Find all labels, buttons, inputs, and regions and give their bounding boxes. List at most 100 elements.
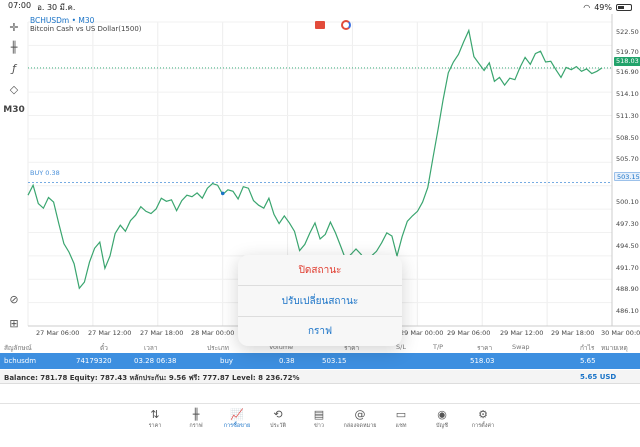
flag-icon[interactable] [315, 21, 325, 29]
col-type: ประเภท [207, 344, 229, 352]
price-tick-label: 522.50 [616, 28, 639, 36]
col-price: ราคา [344, 344, 360, 352]
col-sl: S/L [396, 343, 406, 351]
col-current-price: ราคา [477, 344, 493, 352]
status-time: 07:00 [8, 0, 32, 10]
tab-label: การซื้อขาย [223, 423, 251, 429]
price-tick-label: 514.10 [616, 90, 639, 98]
battery-percent: 49% [594, 2, 612, 12]
battery-icon [616, 3, 632, 11]
crosshair-icon[interactable]: ✛ [9, 20, 19, 34]
add-icon[interactable]: ⊞ [9, 316, 19, 330]
candles-icon: ╫ [192, 408, 200, 421]
col-comment: หมายเหตุ [601, 344, 628, 352]
buy-position-label[interactable]: BUY 0.38 [30, 169, 60, 177]
chart-toolbar: ✛ ╫ ƒ ◇ M30 ⊘ ⊞ [0, 14, 28, 332]
price-tick-label: 508.50 [616, 134, 639, 142]
current-price-tag: 518.03 [614, 57, 640, 66]
history-icon: ⟲ [273, 408, 283, 421]
tab-label: กราฟ [189, 423, 203, 429]
chart-description: Bitcoin Cash vs US Dollar(1500) [30, 25, 142, 33]
col-volume: Volume [269, 343, 294, 351]
price-tick-label: 505.70 [616, 155, 639, 163]
price-tick-label: 488.90 [616, 285, 639, 293]
time-tick-label: 30 Mar 00:00 [601, 329, 640, 337]
col-tp: T/P [433, 343, 444, 351]
balance-summary: Balance: 781.78 Equity: 787.43 หลักประกั… [4, 374, 300, 382]
cell-volume: 0.38 [279, 357, 295, 365]
objects-icon[interactable]: ◇ [9, 82, 19, 96]
tab-account[interactable]: ◉ บัญชี [422, 408, 462, 430]
wifi-icon: ◠ [583, 2, 591, 12]
chat-icon: ▭ [395, 408, 407, 421]
chart-canvas[interactable] [0, 14, 640, 342]
col-profit: กำไร [580, 344, 595, 352]
time-tick-label: 27 Mar 18:00 [140, 329, 184, 337]
menu-divider [238, 285, 402, 286]
zoom-icon[interactable]: ⊘ [9, 292, 19, 306]
tab-label: ประวัติ [269, 423, 287, 429]
tab-candles[interactable]: ╫ กราฟ [176, 408, 216, 430]
tab-chat[interactable]: ▭ แชท [381, 408, 421, 430]
tab-label: กล่องจดหมาย [343, 423, 377, 429]
tab-trade-chart[interactable]: 📈 การซื้อขาย [217, 408, 257, 430]
tab-label: ราคา [148, 423, 162, 429]
cell-ticket: 74179320 [76, 357, 112, 365]
tab-gear[interactable]: ⚙ การตั้งค่า [463, 408, 503, 430]
trade-chart-icon: 📈 [230, 408, 244, 421]
price-tick-label: 494.50 [616, 242, 639, 250]
timeframe-button[interactable]: M30 [3, 105, 25, 115]
tab-at[interactable]: @ กล่องจดหมาย [340, 408, 380, 430]
position-context-menu: ปิดสถานะ ปรับเปลี่ยนสถานะ กราฟ [238, 255, 402, 346]
col-swap: Swap [512, 343, 530, 351]
menu-divider [238, 316, 402, 317]
col-time: เวลา [144, 344, 158, 352]
price-tick-label: 497.30 [616, 220, 639, 228]
time-tick-label: 29 Mar 18:00 [551, 329, 595, 337]
tab-news[interactable]: ▤ ข่าว [299, 408, 339, 430]
price-chart[interactable]: BCHUSDm • M30 Bitcoin Cash vs US Dollar(… [0, 14, 640, 342]
chart-symbol[interactable]: BCHUSDm • M30 [30, 16, 95, 25]
gear-icon: ⚙ [478, 408, 488, 421]
table-row[interactable]: bchusdm 74179320 03.28 06:38 buy 0.38 50… [0, 353, 640, 369]
account-icon: ◉ [437, 408, 447, 421]
time-tick-label: 29 Mar 06:00 [447, 329, 491, 337]
tab-history[interactable]: ⟲ ประวัติ [258, 408, 298, 430]
price-tick-label: 516.90 [616, 68, 639, 76]
col-ticket: ตั๋ว [100, 344, 108, 352]
status-date: อ. 30 มี.ค. [37, 2, 76, 12]
tab-label: บัญชี [436, 423, 448, 429]
price-tick-label: 500.10 [616, 198, 639, 206]
time-tick-label: 29 Mar 00:00 [400, 329, 444, 337]
arrows-updown-icon: ⇅ [150, 408, 160, 421]
close-position-item[interactable]: ปิดสถานะ [298, 264, 342, 276]
chart-item[interactable]: กราฟ [307, 325, 333, 337]
cell-symbol: bchusdm [4, 357, 37, 365]
positions-table-header: สัญลักษณ์ ตั๋ว เวลา ประเภท Volume ราคา S… [0, 342, 640, 353]
time-tick-label: 27 Mar 12:00 [88, 329, 132, 337]
col-symbol: สัญลักษณ์ [4, 344, 32, 352]
buy-price-tag: 503.15 [614, 172, 640, 181]
time-tick-label: 27 Mar 06:00 [36, 329, 80, 337]
signal-ring-icon[interactable] [341, 20, 351, 30]
time-tick-label: 29 Mar 12:00 [500, 329, 544, 337]
function-icon[interactable]: ƒ [12, 61, 16, 75]
price-series-line [27, 28, 603, 290]
balance-bar: Balance: 781.78 Equity: 787.43 หลักประกั… [0, 370, 640, 384]
modify-position-item[interactable]: ปรับเปลี่ยนสถานะ [281, 295, 359, 307]
cell-profit: 5.65 [580, 357, 596, 365]
news-icon: ▤ [313, 408, 325, 421]
price-tick-label: 486.10 [616, 307, 639, 315]
cell-open-price: 503.15 [322, 357, 347, 365]
total-profit: 5.65 USD [580, 373, 617, 381]
cell-type: buy [220, 357, 234, 365]
tab-label: แชท [395, 423, 407, 429]
indicators-icon[interactable]: ╫ [10, 40, 18, 54]
status-bar: 07:00 อ. 30 มี.ค. ◠ 49% [0, 0, 640, 14]
tab-label: การตั้งค่า [471, 423, 495, 429]
tab-arrows-updown[interactable]: ⇅ ราคา [135, 408, 175, 430]
entry-marker [220, 191, 225, 196]
price-tick-label: 491.70 [616, 264, 639, 272]
at-icon: @ [354, 408, 366, 421]
cell-time: 03.28 06:38 [134, 357, 177, 365]
